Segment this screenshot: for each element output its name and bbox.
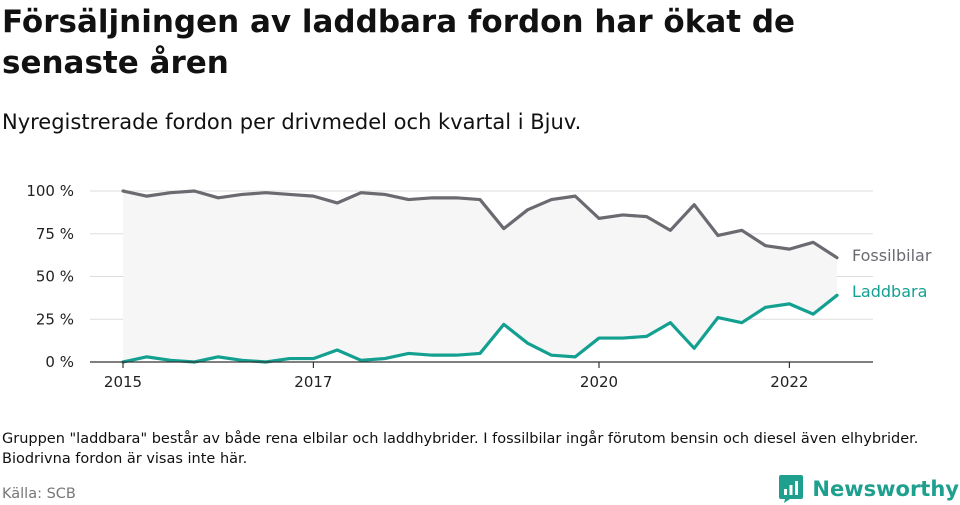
series-line-fossilbilar bbox=[121, 189, 839, 260]
source-text: Källa: SCB bbox=[2, 486, 76, 502]
brand-name: Newsworthy bbox=[812, 477, 959, 501]
chart-title: Försäljningen av laddbara fordon har öka… bbox=[2, 4, 796, 81]
newsworthy-logo-icon bbox=[779, 475, 804, 503]
area-between-series bbox=[123, 191, 837, 362]
y-tick-label: 0 % bbox=[45, 353, 74, 371]
series-label-laddbara: Laddbara bbox=[852, 282, 927, 301]
chart-subtitle: Nyregistrerade fordon per drivmedel och … bbox=[2, 110, 582, 134]
brand-logo: Newsworthy bbox=[778, 474, 959, 504]
y-tick-label: 100 % bbox=[26, 182, 74, 200]
x-tick-label: 2020 bbox=[580, 373, 618, 391]
x-tick-label: 2017 bbox=[294, 373, 332, 391]
x-tick-label: 2015 bbox=[104, 373, 142, 391]
series-label-fossilbilar: Fossilbilar bbox=[852, 246, 932, 265]
chart-note: Gruppen "laddbara" består av både rena e… bbox=[2, 431, 919, 467]
line-chart: 0 % 25 % 50 % 75 % 100 % 2015 2017 2020 2022 Foss… bbox=[26, 182, 932, 391]
y-tick-label: 25 % bbox=[36, 310, 74, 328]
y-tick-label: 50 % bbox=[36, 268, 74, 286]
x-tick-label: 2022 bbox=[770, 373, 808, 391]
y-tick-label: 75 % bbox=[36, 225, 74, 243]
series-line-laddbara bbox=[121, 293, 839, 364]
